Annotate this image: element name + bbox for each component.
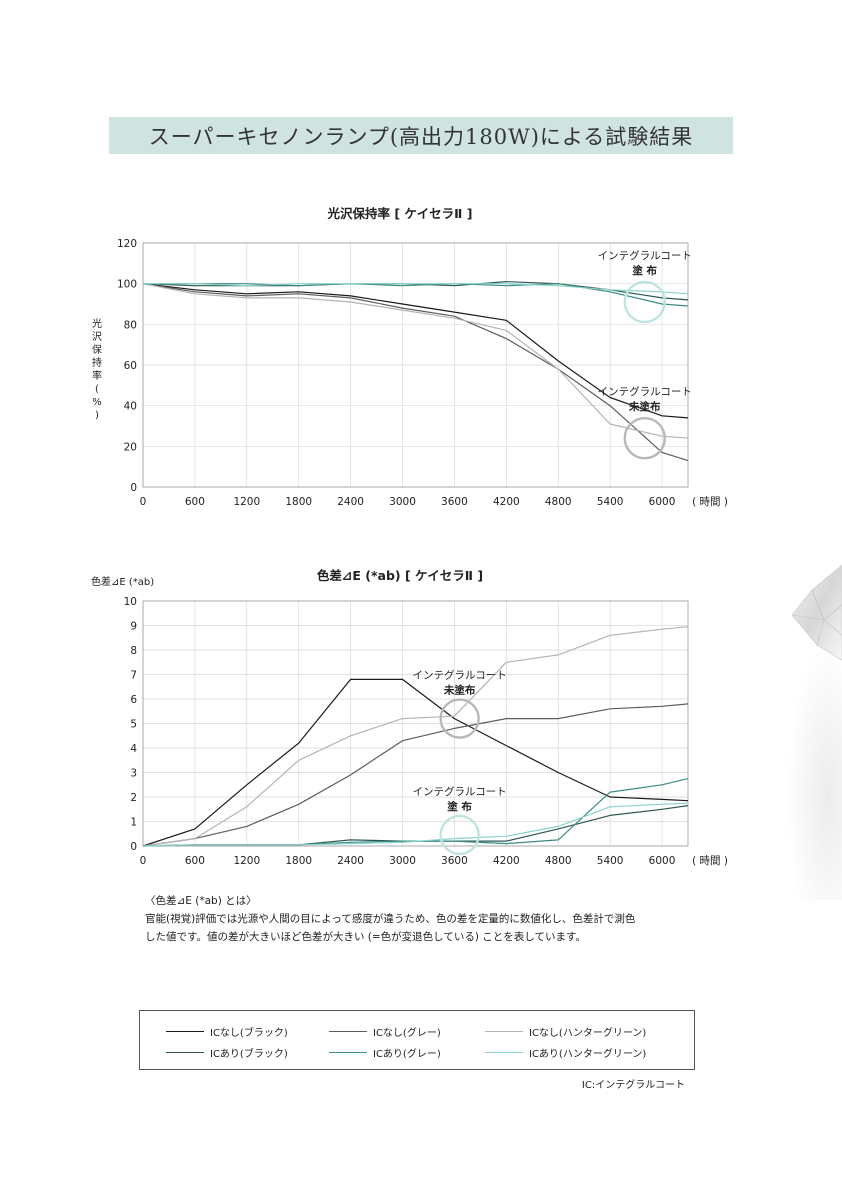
annotation-ring bbox=[439, 698, 480, 739]
legend-swatch bbox=[329, 1031, 367, 1032]
annotation-ring bbox=[623, 416, 666, 460]
chart-title: 色差⊿E (*ab) [ ケイセラⅡ ] bbox=[317, 568, 483, 583]
y-tick-label: 5 bbox=[130, 719, 137, 731]
x-tick-label: 1800 bbox=[285, 855, 312, 867]
x-tick-label: 4800 bbox=[545, 855, 572, 867]
annotation-label: 未塗布 bbox=[628, 400, 661, 413]
legend-label: ICあり(ブラック) bbox=[210, 1049, 288, 1060]
annotation-ring bbox=[623, 280, 666, 324]
x-tick-label: 1200 bbox=[233, 855, 260, 867]
y-axis-label: 光沢保持率(%) bbox=[92, 317, 102, 421]
legend-swatch bbox=[485, 1031, 523, 1032]
x-tick-label: 1800 bbox=[285, 496, 312, 508]
y-tick-label: 3 bbox=[130, 768, 137, 780]
series-line bbox=[142, 802, 689, 847]
color-difference-note: 〈色差⊿E (*ab) とは〉 官能(視覚)評価では光源や人間の目によって感度が… bbox=[145, 892, 705, 946]
x-axis-label: ( 時間 ) bbox=[692, 496, 728, 508]
x-axis-label: ( 時間 ) bbox=[692, 855, 728, 867]
y-tick-label: 6 bbox=[130, 694, 137, 706]
legend-item: ICなし(グレー) bbox=[329, 1024, 441, 1039]
y-tick-label: 80 bbox=[124, 319, 137, 331]
x-tick-label: 2400 bbox=[337, 855, 364, 867]
plot-frame bbox=[142, 600, 689, 847]
y-tick-label: 10 bbox=[124, 596, 137, 608]
note-line-1: 官能(視覚)評価では光源や人間の目によって感度が違うため、色の差を定量的に数値化… bbox=[145, 913, 636, 925]
x-tick-label: 3600 bbox=[441, 855, 468, 867]
x-tick-label: 3000 bbox=[389, 496, 416, 508]
annotation-label: インテグラルコート bbox=[598, 385, 692, 398]
annotation-label: インテグラルコート bbox=[598, 249, 692, 262]
y-tick-label: 0 bbox=[130, 482, 137, 494]
legend-swatch bbox=[485, 1052, 523, 1053]
x-tick-label: 2400 bbox=[337, 496, 364, 508]
legend-item: ICあり(ハンターグリーン) bbox=[485, 1045, 646, 1060]
x-tick-label: 0 bbox=[140, 496, 147, 508]
chart-legend: ICなし(ブラック) ICなし(グレー) ICなし(ハンターグリーン) ICあり… bbox=[139, 1010, 695, 1070]
series-line bbox=[143, 283, 689, 307]
legend-swatch bbox=[166, 1031, 204, 1032]
series-line bbox=[142, 283, 689, 462]
y-tick-label: 2 bbox=[130, 792, 137, 804]
x-tick-label: 4800 bbox=[545, 496, 572, 508]
annotation-label: インテグラルコート bbox=[412, 785, 506, 798]
legend-swatch bbox=[166, 1052, 204, 1053]
y-tick-label: 9 bbox=[130, 621, 137, 633]
annotation-label: 塗 布 bbox=[632, 264, 657, 277]
x-tick-label: 6000 bbox=[649, 496, 676, 508]
x-tick-label: 5400 bbox=[597, 496, 624, 508]
legend-label: ICなし(ハンターグリーン) bbox=[529, 1028, 647, 1039]
chart-title: 光沢保持率 [ ケイセラⅡ ] bbox=[327, 206, 473, 221]
series-line bbox=[142, 805, 689, 847]
legend-item: ICなし(ブラック) bbox=[166, 1024, 288, 1039]
annotation-label: 塗 布 bbox=[447, 800, 472, 813]
x-tick-label: 5400 bbox=[597, 855, 624, 867]
annotation-label: インテグラルコート bbox=[412, 669, 506, 682]
series-line bbox=[142, 283, 689, 439]
note-heading: 〈色差⊿E (*ab) とは〉 bbox=[145, 895, 257, 907]
legend-label: ICあり(ハンターグリーン) bbox=[529, 1049, 647, 1060]
x-tick-label: 4200 bbox=[493, 855, 520, 867]
legend-label: ICあり(グレー) bbox=[373, 1049, 441, 1060]
series-line bbox=[142, 703, 689, 847]
y-tick-label: 8 bbox=[130, 645, 137, 657]
series-line bbox=[142, 626, 689, 847]
legend-item: ICあり(ブラック) bbox=[166, 1045, 288, 1060]
page-title-banner: スーパーキセノンランプ(高出力180W)による試験結果 bbox=[109, 117, 733, 154]
y-tick-label: 1 bbox=[130, 817, 137, 829]
y-tick-label: 120 bbox=[117, 238, 137, 250]
x-tick-label: 600 bbox=[185, 855, 205, 867]
legend-label: ICなし(グレー) bbox=[373, 1028, 441, 1039]
y-tick-label: 7 bbox=[130, 670, 137, 682]
legend-item: ICあり(グレー) bbox=[329, 1045, 441, 1060]
annotation-ring bbox=[439, 814, 480, 856]
legend-label: ICなし(ブラック) bbox=[210, 1028, 288, 1039]
x-tick-label: 6000 bbox=[649, 855, 676, 867]
page-title: スーパーキセノンランプ(高出力180W)による試験結果 bbox=[148, 124, 694, 149]
note-line-2: した値です。値の差が大きいほど色差が大きい (=色が変退色している) ことを表し… bbox=[145, 931, 586, 943]
plot-frame bbox=[142, 242, 689, 488]
y-tick-label: 4 bbox=[130, 743, 137, 755]
y-tick-label: 100 bbox=[117, 279, 137, 291]
y-tick-label: 20 bbox=[124, 441, 137, 453]
footnote: IC:インテグラルコート bbox=[581, 1080, 685, 1091]
x-tick-label: 600 bbox=[185, 496, 205, 508]
x-tick-label: 1200 bbox=[233, 496, 260, 508]
series-line bbox=[142, 678, 689, 847]
legend-swatch bbox=[329, 1052, 367, 1053]
diamond-decoration-icon bbox=[772, 564, 842, 900]
x-tick-label: 3600 bbox=[441, 496, 468, 508]
color-difference-chart: 色差⊿E (*ab) [ ケイセラⅡ ] 0 1 2 3 4 5 6 7 8 9 10 0 600 1200… bbox=[91, 568, 728, 867]
y-axis-label: 色差⊿E (*ab) bbox=[91, 575, 154, 588]
x-tick-label: 3000 bbox=[389, 855, 416, 867]
y-tick-label: 40 bbox=[124, 401, 137, 413]
y-tick-label: 60 bbox=[124, 360, 137, 372]
annotation-label: 未塗布 bbox=[443, 684, 476, 697]
legend-item: ICなし(ハンターグリーン) bbox=[485, 1024, 646, 1039]
y-tick-label: 0 bbox=[130, 841, 137, 853]
series-line bbox=[143, 283, 689, 295]
x-tick-label: 0 bbox=[140, 855, 147, 867]
x-tick-label: 4200 bbox=[493, 496, 520, 508]
series-line bbox=[142, 283, 689, 419]
